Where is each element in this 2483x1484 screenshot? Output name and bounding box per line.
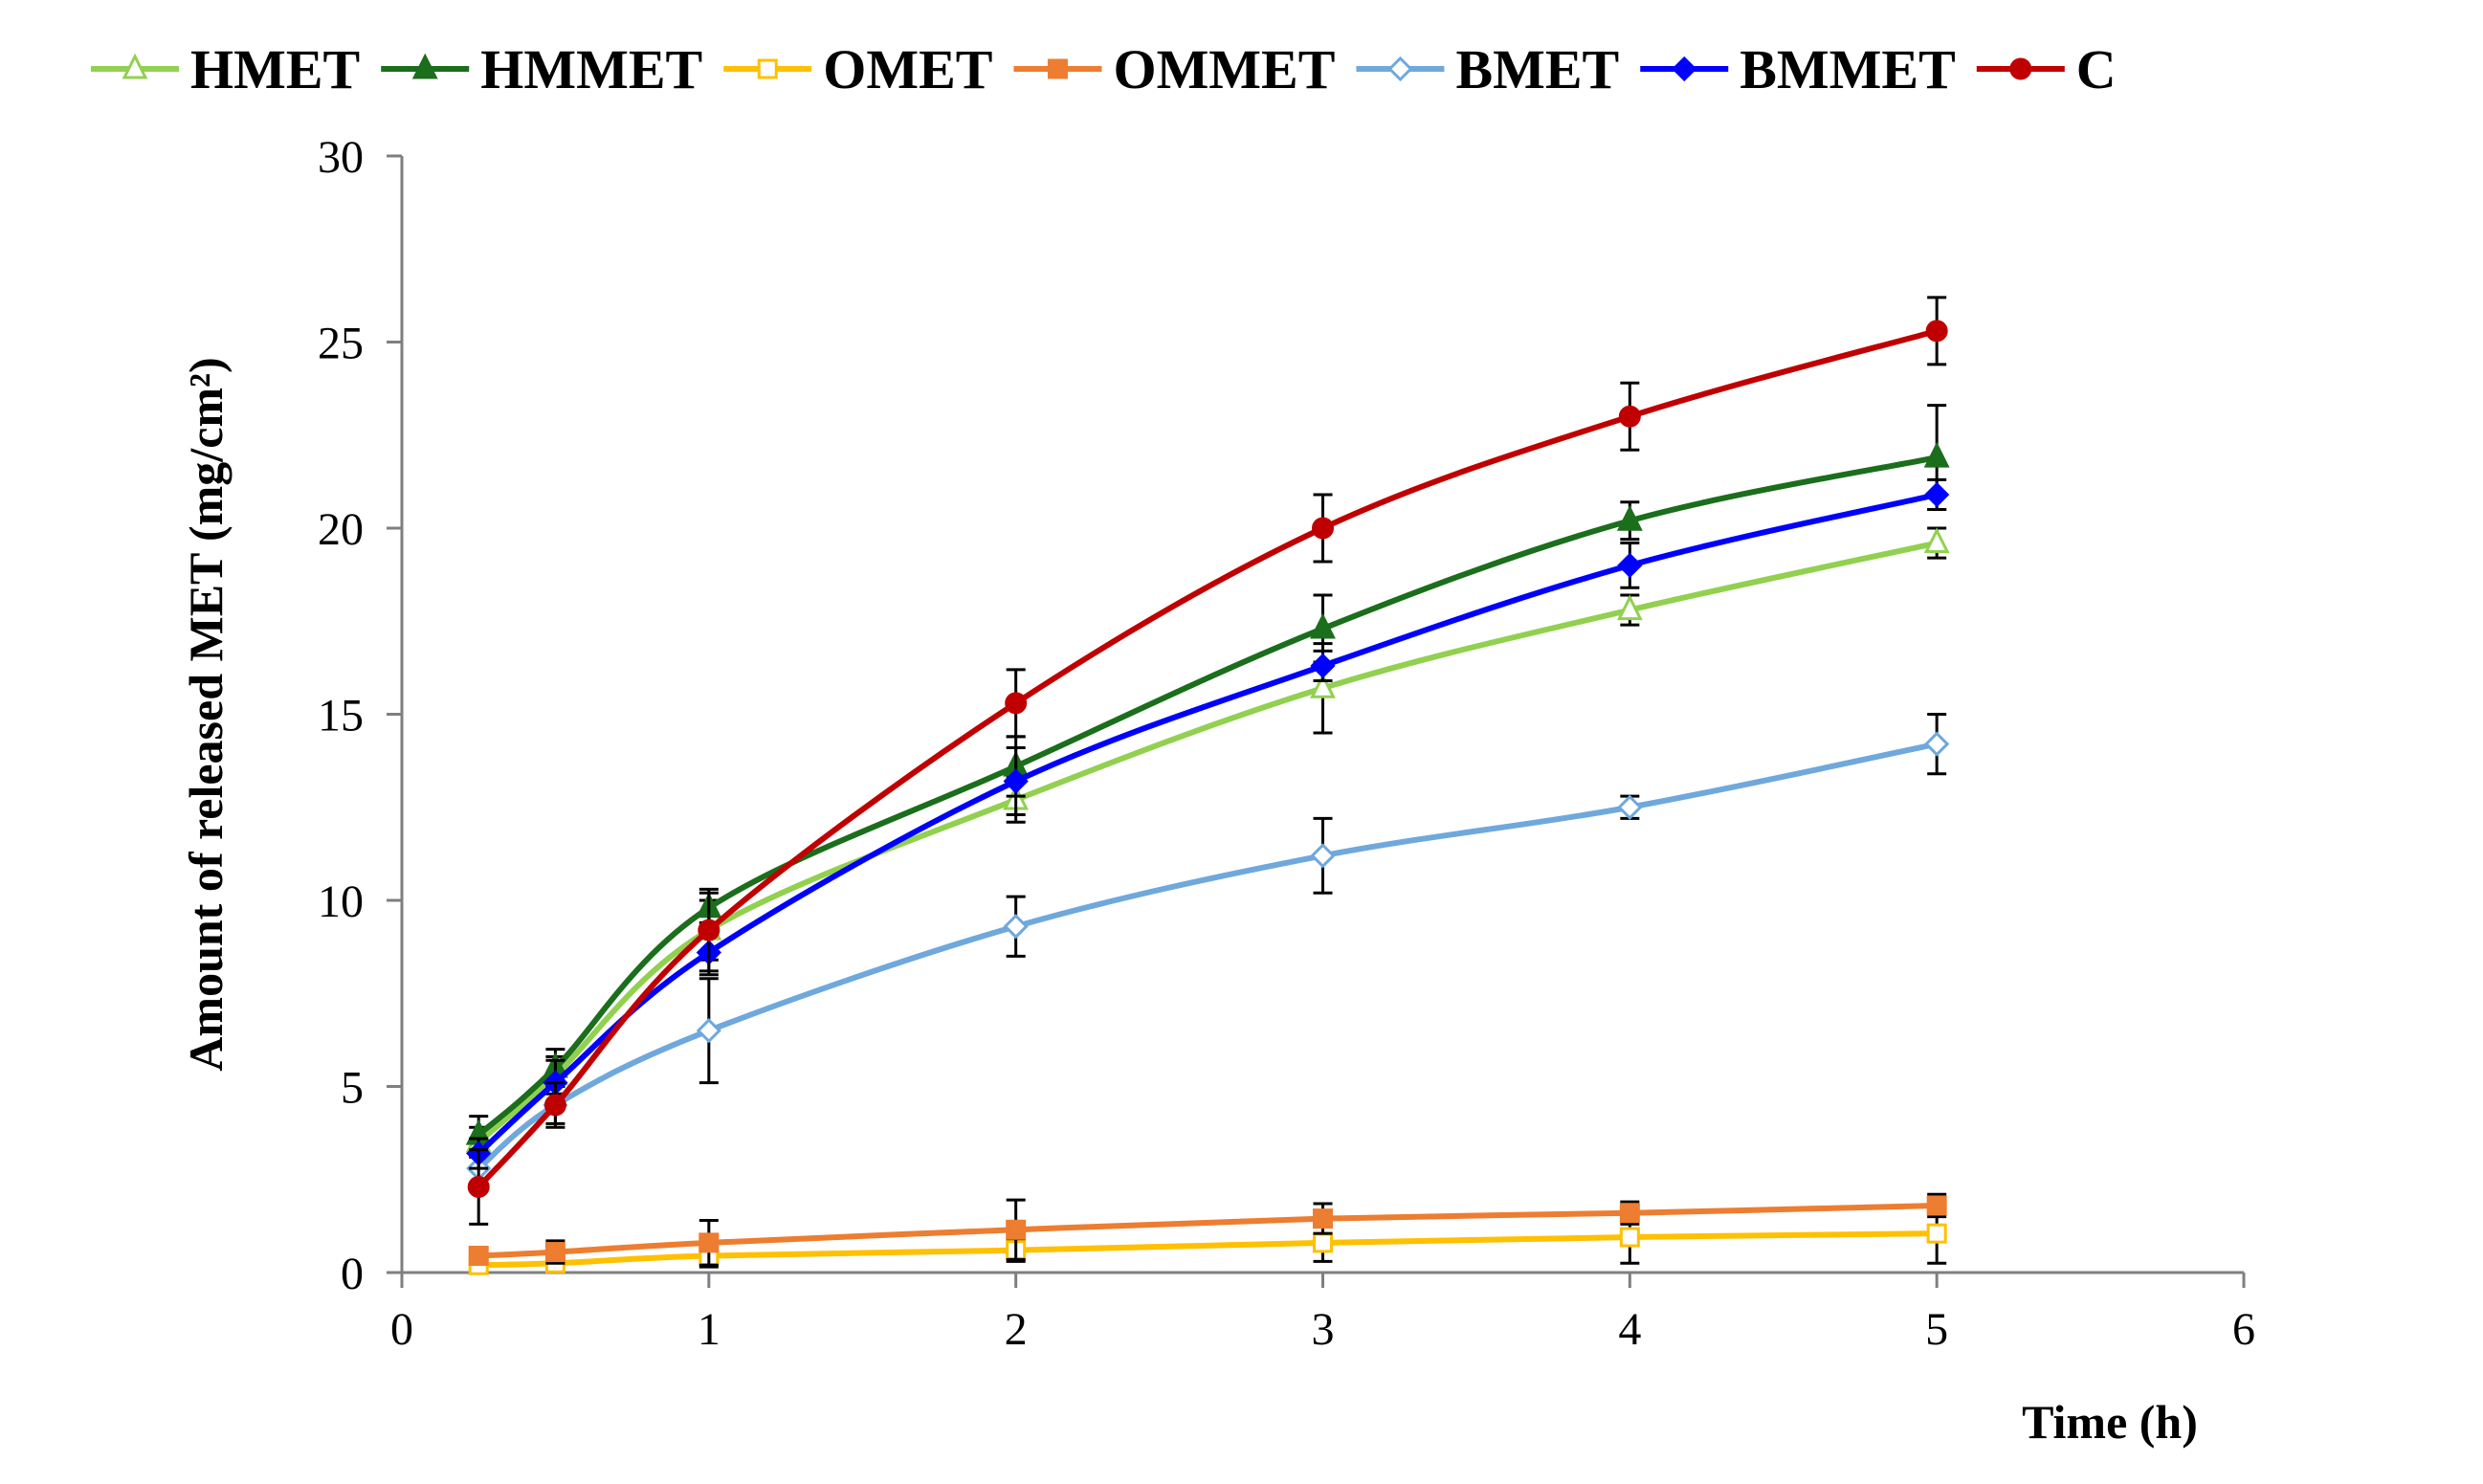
y-axis-title: Amount of released MET (mg/cm²) xyxy=(179,357,233,1071)
y-tick-label: 10 xyxy=(318,876,364,927)
data-point xyxy=(696,1018,721,1044)
series-omet xyxy=(468,1202,1947,1275)
data-point xyxy=(1313,1232,1333,1253)
data-point xyxy=(1924,731,1950,757)
x-tick-label: 3 xyxy=(1312,1304,1335,1355)
data-point xyxy=(1310,672,1336,698)
y-tick-label: 30 xyxy=(318,132,364,183)
data-point xyxy=(1003,768,1029,794)
data-point xyxy=(1006,1219,1027,1240)
legend-label: OMET xyxy=(823,38,992,100)
data-point xyxy=(1003,914,1029,940)
legend-marker xyxy=(757,58,778,79)
data-point xyxy=(1617,794,1643,820)
data-point xyxy=(1312,517,1334,540)
data-point xyxy=(698,1232,720,1253)
data-point xyxy=(1310,653,1336,679)
plot-area xyxy=(465,296,1950,1275)
series-line-hmet xyxy=(477,540,1938,1145)
data-point xyxy=(1619,1227,1640,1248)
x-tick-label: 0 xyxy=(390,1304,413,1355)
data-point xyxy=(1617,552,1643,579)
series-line-c xyxy=(477,327,1938,1189)
series-bmmet xyxy=(466,477,1950,1170)
data-point xyxy=(1926,1195,1947,1216)
data-point xyxy=(698,919,721,941)
x-tick-label: 5 xyxy=(1925,1304,1948,1355)
data-point xyxy=(1313,1208,1333,1229)
series-ommet xyxy=(468,1192,1947,1267)
series-line-bmet xyxy=(477,741,1938,1171)
legend-label: OMMET xyxy=(1113,38,1335,100)
legend-marker xyxy=(411,53,438,79)
y-tick-label: 0 xyxy=(341,1249,364,1299)
series-line-bmmet xyxy=(477,492,1938,1156)
data-point xyxy=(1616,594,1643,621)
y-axis-ticks: 0 5 10 15 20 25 30 xyxy=(318,132,402,1299)
x-tick-label: 6 xyxy=(2232,1304,2255,1355)
series-c xyxy=(467,296,1948,1226)
legend-label: BMMET xyxy=(1740,38,1956,100)
data-point xyxy=(1310,612,1336,639)
legend-label: HMMET xyxy=(480,38,702,100)
axes: 0 1 2 3 4 5 6 0 5 10 15 20 25 30 xyxy=(318,132,2255,1355)
data-point xyxy=(1005,692,1028,715)
legend-item-c: C xyxy=(1976,38,2117,100)
data-point xyxy=(468,1245,489,1266)
data-point xyxy=(1925,320,1948,343)
legend-item-bmmet: BMMET xyxy=(1640,38,1956,100)
legend-marker xyxy=(122,53,148,79)
x-axis-title: Time (h) xyxy=(2022,1395,2198,1449)
series-hmet xyxy=(465,526,1950,1159)
data-point xyxy=(467,1176,490,1199)
legend-item-bmet: BMET xyxy=(1356,38,1619,100)
data-point xyxy=(1618,405,1641,428)
legend-label: C xyxy=(2076,38,2117,100)
series-hmmet xyxy=(465,404,1950,1156)
data-point xyxy=(1924,481,1950,508)
data-point xyxy=(1923,441,1950,468)
data-point xyxy=(1616,504,1643,531)
series-line-ommet xyxy=(478,1202,1938,1259)
legend-item-hmmet: HMMET xyxy=(381,38,702,100)
y-tick-label: 5 xyxy=(341,1063,364,1114)
data-point xyxy=(543,1094,566,1117)
legend-marker xyxy=(2009,57,2032,80)
legend-item-hmet: HMET xyxy=(91,38,360,100)
x-axis-ticks: 0 1 2 3 4 5 6 xyxy=(390,1273,2255,1355)
y-tick-label: 15 xyxy=(318,691,364,742)
data-point xyxy=(1923,527,1950,554)
legend-marker xyxy=(1047,58,1068,79)
legend-item-omet: OMET xyxy=(723,38,992,100)
series-line-omet xyxy=(478,1230,1938,1269)
data-point xyxy=(1926,1223,1947,1244)
legend-item-ommet: OMMET xyxy=(1013,38,1335,100)
legend-label: HMET xyxy=(190,38,360,100)
y-tick-label: 20 xyxy=(318,504,364,555)
data-point xyxy=(1310,843,1336,869)
data-point xyxy=(1619,1203,1640,1224)
x-tick-label: 4 xyxy=(1618,1304,1641,1355)
x-tick-label: 1 xyxy=(698,1304,721,1355)
legend-label: BMET xyxy=(1455,38,1619,100)
x-tick-label: 2 xyxy=(1005,1304,1028,1355)
legend: HMET HMMET OMET OMMET BMET BMMET C xyxy=(91,38,2117,100)
legend-marker xyxy=(1672,55,1697,82)
data-point xyxy=(544,1242,565,1263)
series-line-hmmet xyxy=(477,454,1938,1138)
y-tick-label: 25 xyxy=(318,319,364,369)
legend-marker xyxy=(1387,55,1413,82)
